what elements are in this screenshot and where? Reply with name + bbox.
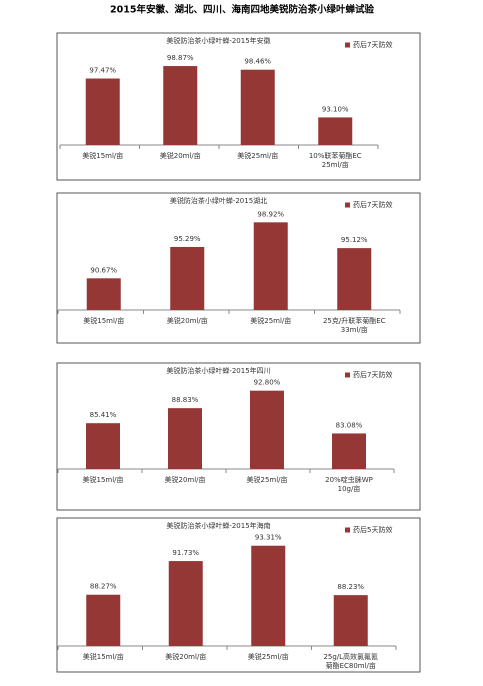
- x-tick-label: 美锐15ml/亩: [83, 316, 124, 325]
- data-label: 95.12%: [341, 236, 368, 244]
- x-tick-label: 美锐20ml/亩: [164, 475, 205, 484]
- bar: [318, 117, 353, 145]
- data-label: 88.83%: [172, 396, 199, 404]
- data-label: 93.31%: [255, 534, 282, 542]
- bar: [240, 69, 275, 145]
- x-tick-label: 25g/L高效氯氟氰菊酯EC80ml/亩: [323, 652, 378, 670]
- legend-label: 药后5天防效: [353, 525, 392, 534]
- legend-swatch: [345, 42, 350, 48]
- bar: [168, 561, 203, 646]
- bar: [85, 78, 120, 145]
- x-tick-label: 10%联苯菊酯EC 25ml/亩: [309, 151, 362, 169]
- bar: [251, 545, 286, 646]
- bar: [86, 594, 121, 646]
- x-tick-label: 美锐20ml/亩: [167, 316, 208, 325]
- x-tick-label: 美锐15ml/亩: [82, 475, 123, 484]
- bar: [253, 222, 288, 310]
- bar: [86, 423, 120, 469]
- bar: [337, 248, 372, 310]
- bar: [163, 66, 198, 145]
- bar: [86, 278, 121, 310]
- x-tick-label: 25克/升联苯菊酯EC 33ml/亩: [323, 316, 386, 334]
- data-label: 88.23%: [337, 583, 364, 591]
- data-label: 97.47%: [89, 67, 116, 75]
- legend-label: 药后7天防效: [353, 200, 392, 209]
- data-label: 93.10%: [322, 105, 349, 113]
- legend-label: 药后7天防效: [353, 370, 392, 379]
- data-label: 95.29%: [174, 235, 201, 243]
- x-tick-label: 美锐20ml/亩: [165, 652, 206, 661]
- data-label: 85.41%: [90, 411, 117, 419]
- legend-swatch: [345, 202, 350, 208]
- data-label: 92.80%: [254, 379, 281, 387]
- data-label: 98.87%: [167, 54, 194, 62]
- bar: [333, 595, 368, 646]
- data-label: 83.08%: [336, 421, 363, 429]
- x-tick-label: 美锐15ml/亩: [82, 151, 123, 160]
- page-title: 2015年安徽、湖北、四川、海南四地美锐防治茶小绿叶蝉试验: [110, 4, 374, 16]
- bar: [250, 390, 284, 469]
- data-label: 88.27%: [90, 583, 117, 591]
- bar: [168, 408, 202, 469]
- legend-label: 药后7天防效: [353, 40, 392, 49]
- chart-title: 美锐防治茶小绿叶蝉-2015湖北: [170, 196, 267, 205]
- chart-title: 美锐防治茶小绿叶蝉-2015年四川: [166, 366, 270, 375]
- bar: [170, 246, 205, 310]
- legend-swatch: [345, 372, 350, 378]
- chart-title: 美锐防治茶小绿叶蝉-2015年安徽: [166, 36, 270, 45]
- x-tick-label: 20%啶虫脒WP 10g/亩: [325, 475, 373, 493]
- x-tick-label: 美锐20ml/亩: [160, 151, 201, 160]
- x-tick-label: 美锐25ml/亩: [250, 316, 291, 325]
- x-tick-label: 美锐15ml/亩: [83, 652, 124, 661]
- x-tick-label: 美锐25ml/亩: [248, 652, 289, 661]
- legend-swatch: [345, 527, 350, 533]
- data-label: 98.92%: [257, 210, 284, 218]
- x-tick-label: 美锐25ml/亩: [246, 475, 287, 484]
- chart-title: 美锐防治茶小绿叶蝉-2015年海南: [166, 521, 270, 530]
- bar: [332, 433, 366, 469]
- data-label: 90.67%: [90, 266, 117, 274]
- x-tick-label: 美锐25ml/亩: [237, 151, 278, 160]
- data-label: 98.46%: [244, 58, 271, 66]
- data-label: 91.73%: [172, 549, 199, 557]
